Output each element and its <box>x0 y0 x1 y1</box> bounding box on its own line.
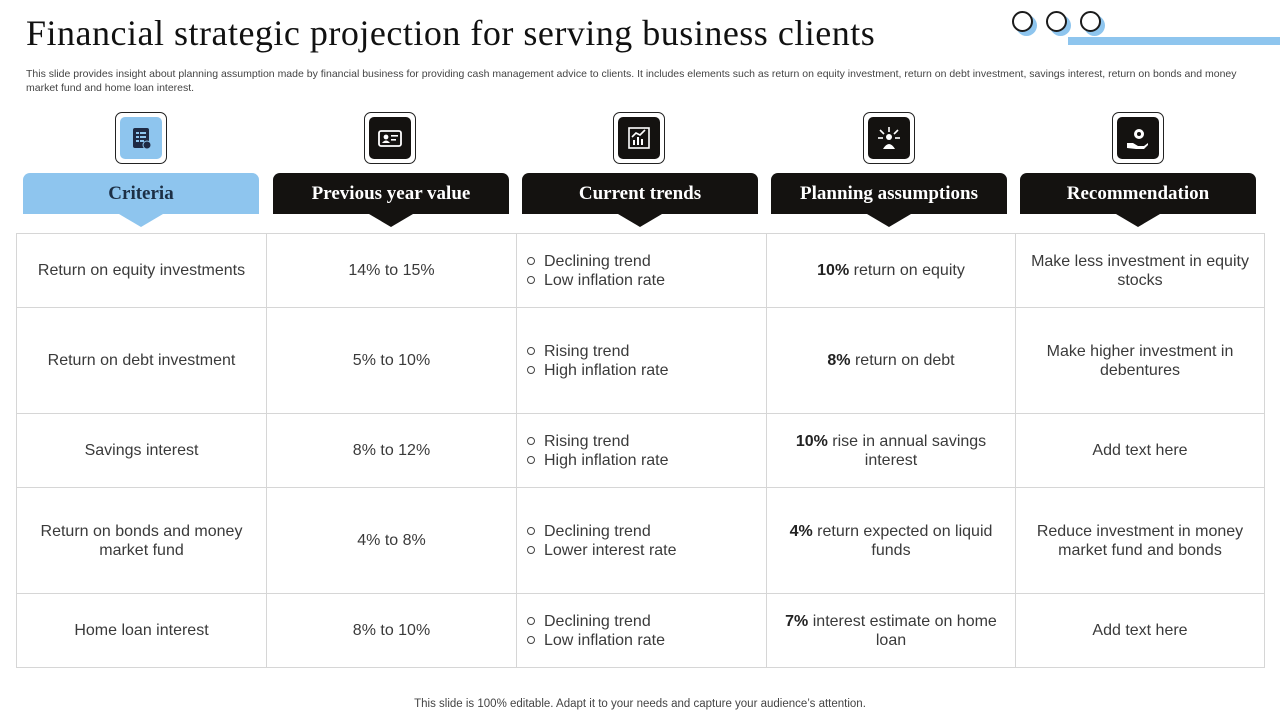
criteria-cell: Home loan interest <box>16 593 267 668</box>
recommendation-cell: Reduce investment in money market fund a… <box>1015 487 1265 594</box>
trend-bullet: Declining trend <box>527 612 756 631</box>
trends-cell: Declining trend Low inflation rate <box>516 233 767 308</box>
trend-text: Declining trend <box>544 612 651 630</box>
criteria-cell: Return on bonds and money market fund <box>16 487 267 594</box>
column-header-criteria: Criteria <box>23 173 259 227</box>
bullet-circle-icon <box>527 636 535 644</box>
criteria-cell: Savings interest <box>16 413 267 488</box>
bullet-circle-icon <box>527 546 535 554</box>
trend-text: Declining trend <box>544 522 651 540</box>
trend-text: High inflation rate <box>544 361 669 379</box>
slide-title: Financial strategic projection for servi… <box>26 13 876 53</box>
previous-value-cell: 5% to 10% <box>266 307 517 414</box>
column-header-planning-assumptions: Planning assumptions <box>771 173 1007 227</box>
trend-bullet: Rising trend <box>527 342 756 361</box>
decorative-accent-bar <box>1068 37 1280 45</box>
bullet-circle-icon <box>527 347 535 355</box>
assumption-cell: 10% rise in annual savings interest <box>766 413 1016 488</box>
decorative-circle-icon <box>1080 11 1101 32</box>
assumption-cell: 8% return on debt <box>766 307 1016 414</box>
column-header-current-trends: Current trends <box>522 173 758 227</box>
table-row: Return on equity investments 14% to 15% … <box>16 233 1265 308</box>
assumption-text: rise in annual savings interest <box>832 432 987 469</box>
trends-cell: Rising trend High inflation rate <box>516 413 767 488</box>
previous-value-cell: 8% to 10% <box>266 593 517 668</box>
trend-bullet: High inflation rate <box>527 361 756 380</box>
bullet-circle-icon <box>527 617 535 625</box>
planning-assumptions-icon-box <box>863 112 915 164</box>
bullet-circle-icon <box>527 366 535 374</box>
bullet-circle-icon <box>527 257 535 265</box>
recommendation-cell: Add text here <box>1015 413 1265 488</box>
assumption-value: 4% <box>789 522 813 540</box>
trends-cell: Declining trend Lower interest rate <box>516 487 767 594</box>
decorative-circle-icon <box>1046 11 1067 32</box>
criteria-cell: Return on debt investment <box>16 307 267 414</box>
table-row: Return on debt investment 5% to 10% Risi… <box>16 307 1265 414</box>
trends-cell: Rising trend High inflation rate <box>516 307 767 414</box>
assumption-text: interest estimate on home loan <box>812 612 997 649</box>
bullet-circle-icon <box>527 527 535 535</box>
trend-text: Rising trend <box>544 342 630 360</box>
decorative-circle-icon <box>1012 11 1033 32</box>
table-row: Savings interest 8% to 12% Rising trend … <box>16 413 1265 488</box>
recommendation-cell: Add text here <box>1015 593 1265 668</box>
trend-chart-icon <box>628 127 650 149</box>
slide-footer: This slide is 100% editable. Adapt it to… <box>414 698 866 710</box>
trend-text: Declining trend <box>544 252 651 270</box>
checklist-document-icon <box>133 128 152 150</box>
assumption-value: 7% <box>785 612 809 630</box>
trend-bullet: Low inflation rate <box>527 271 756 290</box>
assumption-value: 10% <box>817 262 850 279</box>
previous-year-icon-box <box>364 112 416 164</box>
criteria-icon-box <box>115 112 167 164</box>
trend-bullet: Rising trend <box>527 432 756 451</box>
assumption-text: return on equity <box>853 262 965 279</box>
bullet-circle-icon <box>527 437 535 445</box>
recommendation-cell: Make less investment in equity stocks <box>1015 233 1265 308</box>
trend-text: Rising trend <box>544 432 630 450</box>
trend-text: Low inflation rate <box>544 631 665 649</box>
trend-bullet: Lower interest rate <box>527 541 756 560</box>
assumption-cell: 10% return on equity <box>766 233 1016 308</box>
table-row: Home loan interest 8% to 10% Declining t… <box>16 593 1265 668</box>
previous-value-cell: 4% to 8% <box>266 487 517 594</box>
trend-text: High inflation rate <box>544 451 669 469</box>
slide-subtitle: This slide provides insight about planni… <box>26 68 1237 94</box>
id-card-icon <box>378 130 402 147</box>
trend-bullet: Declining trend <box>527 522 756 541</box>
trend-text: Low inflation rate <box>544 271 665 289</box>
assumption-value: 10% <box>795 432 828 450</box>
previous-value-cell: 14% to 15% <box>266 233 517 308</box>
criteria-cell: Return on equity investments <box>16 233 267 308</box>
projection-table: Return on equity investments 14% to 15% … <box>16 233 1265 668</box>
recommendation-cell: Make higher investment in debentures <box>1015 307 1265 414</box>
hand-coin-icon <box>1127 129 1148 149</box>
trend-text: Lower interest rate <box>544 541 677 559</box>
assumption-text: return on debt <box>854 352 955 369</box>
person-ideas-icon <box>878 127 900 149</box>
bullet-circle-icon <box>527 276 535 284</box>
trend-bullet: High inflation rate <box>527 451 756 470</box>
table-row: Return on bonds and money market fund 4%… <box>16 487 1265 594</box>
recommendation-icon-box <box>1112 112 1164 164</box>
assumption-cell: 4% return expected on liquid funds <box>766 487 1016 594</box>
assumption-cell: 7% interest estimate on home loan <box>766 593 1016 668</box>
assumption-value: 8% <box>827 352 851 369</box>
trends-cell: Declining trend Low inflation rate <box>516 593 767 668</box>
column-header-previous-year-value: Previous year value <box>273 173 509 227</box>
bullet-circle-icon <box>527 456 535 464</box>
trend-bullet: Low inflation rate <box>527 631 756 650</box>
previous-value-cell: 8% to 12% <box>266 413 517 488</box>
column-header-recommendation: Recommendation <box>1020 173 1256 227</box>
current-trends-icon-box <box>613 112 665 164</box>
assumption-text: return expected on liquid funds <box>817 522 993 559</box>
trend-bullet: Declining trend <box>527 252 756 271</box>
